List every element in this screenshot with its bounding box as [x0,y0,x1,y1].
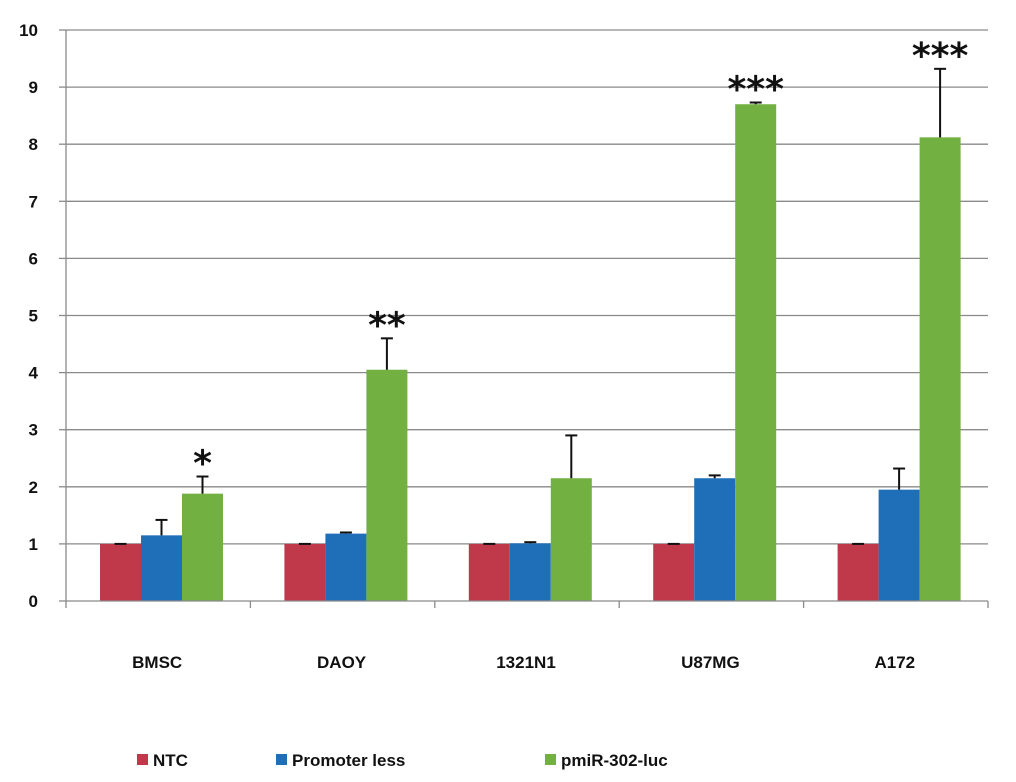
significance-label: *** [912,36,969,77]
bar-a172-promoter-less [878,489,920,601]
bar-a172-pmir-302-luc [919,137,961,601]
legend-swatch [137,754,148,765]
legend-label: Promoter less [292,751,405,770]
bar-daoy-promoter-less [325,533,367,601]
bars: ********* [100,36,969,601]
bar-daoy-ntc [284,543,326,601]
bar-u87mg-ntc [653,543,695,601]
x-axis-labels: BMSC DAOY 1321N1 U87MG A172 [132,653,915,672]
y-tick-label: 6 [29,249,38,268]
bar-u87mg-promoter-less [694,478,736,601]
bar-bmsc-pmir-302-luc [182,493,223,601]
y-tick-label: 9 [29,78,38,97]
x-category-label: U87MG [681,653,740,672]
y-tick-label: 7 [29,192,38,211]
bar-bmsc-ntc [100,543,141,601]
legend-label: pmiR-302-luc [561,751,668,770]
x-category-label: 1321N1 [496,653,556,672]
legend-swatch [545,754,556,765]
y-tick-label: 0 [29,592,38,611]
significance-label: *** [727,70,784,111]
legend: NTC Promoter less pmiR-302-luc [137,751,668,770]
axes [65,30,989,608]
y-tick-label: 4 [29,364,39,383]
bar-a172-ntc [837,543,879,601]
x-category-label: DAOY [317,653,367,672]
y-tick-label: 2 [29,478,38,497]
bar-1321n1-ntc [468,543,510,601]
y-tick-label: 8 [29,135,38,154]
bar-daoy-pmir-302-luc [366,369,408,601]
gridlines [66,29,988,545]
bar-1321n1-pmir-302-luc [550,478,592,601]
y-tick-label: 10 [19,21,38,40]
legend-label: NTC [153,751,188,770]
y-tick-label: 5 [29,307,38,326]
bar-1321n1-promoter-less [509,543,551,601]
y-tick-label: 1 [29,535,38,554]
x-category-label: BMSC [132,653,182,672]
significance-label: * [193,444,212,485]
x-category-label: A172 [874,653,915,672]
y-tick-label: 3 [29,421,38,440]
bar-u87mg-pmir-302-luc [735,104,777,601]
y-axis-ticks: 0 1 2 3 4 5 6 7 8 9 10 [19,21,66,611]
legend-swatch [276,754,287,765]
significance-label: ** [368,305,406,346]
bar-bmsc-promoter-less [141,535,182,601]
